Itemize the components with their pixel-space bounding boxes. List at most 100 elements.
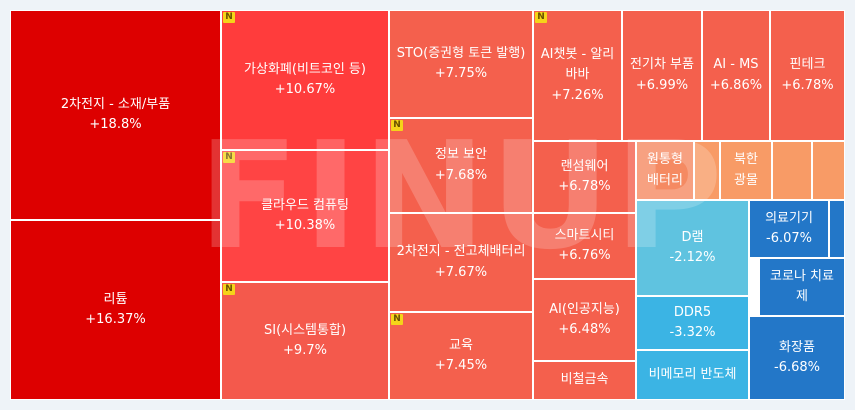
tile-name: 원통형 배터리: [647, 152, 683, 188]
treemap-tile[interactable]: 가상화폐(비트코인 등) +10.67% N: [221, 10, 389, 150]
treemap-tile[interactable]: 비철금속: [533, 361, 636, 400]
treemap-tile[interactable]: 핀테크 +6.78%: [770, 10, 845, 141]
treemap-tile[interactable]: 스마트시티 +6.76%: [533, 213, 636, 279]
tile-label: 2차전지 - 소재/부품 +18.8%: [57, 95, 174, 135]
treemap-tile[interactable]: [749, 258, 759, 316]
new-badge-icon: N: [223, 284, 235, 295]
treemap-tile[interactable]: 랜섬웨어 +6.78%: [533, 141, 636, 213]
tile-change: +6.76%: [558, 248, 611, 263]
treemap-tile[interactable]: D램 -2.12%: [636, 200, 749, 296]
new-badge-icon: N: [223, 12, 235, 23]
tile-label: 클라우드 컴퓨팅 +10.38%: [257, 196, 353, 236]
tile-label: AI - MS +6.86%: [706, 55, 766, 95]
tile-label: 2차전지 - 전고체배터리 +7.67%: [393, 242, 530, 282]
new-badge-icon: N: [535, 12, 547, 23]
tile-label: D램 -2.12%: [666, 228, 720, 268]
tile-name: AI - MS: [713, 57, 759, 73]
treemap-tile[interactable]: 북한 광물: [720, 141, 772, 200]
tile-change: +7.67%: [434, 264, 488, 280]
tile-label: 랜섬웨어 +6.78%: [554, 157, 614, 197]
tile-change: +16.37%: [85, 312, 146, 327]
tile-name: 2차전지 - 전고체배터리: [396, 244, 526, 260]
tile-name: 가상화폐(비트코인 등): [244, 61, 366, 77]
tile-change: -6.07%: [766, 231, 812, 246]
treemap-tile[interactable]: DDR5 -3.32%: [636, 296, 749, 350]
tile-name: 의료기기: [765, 210, 813, 226]
tile-change: +9.7%: [283, 343, 327, 358]
treemap-tile[interactable]: 교육 +7.45% N: [389, 312, 533, 400]
treemap-tile[interactable]: 코로나 치료 제: [759, 258, 845, 316]
tile-name: 교육: [449, 337, 473, 353]
treemap-tile[interactable]: AI(인공지능) +6.48%: [533, 279, 636, 361]
treemap-tile[interactable]: SI(시스템통합) +9.7% N: [221, 282, 389, 400]
tile-change: +6.86%: [709, 77, 763, 93]
tile-label: 정보 보안 +7.68%: [431, 145, 491, 185]
tile-label: AI(인공지능) +6.48%: [545, 300, 624, 340]
tile-label: 가상화폐(비트코인 등) +10.67%: [240, 60, 370, 100]
tile-label: SI(시스템통합) +9.7%: [260, 321, 350, 361]
treemap-tile[interactable]: 비메모리 반도체: [636, 350, 749, 400]
tile-change: +10.38%: [274, 218, 336, 233]
tile-change: +7.75%: [434, 66, 488, 81]
tile-label: 화장품 -6.68%: [770, 338, 824, 378]
tile-label: 비메모리 반도체: [645, 365, 741, 385]
treemap-tile[interactable]: 전기차 부품 +6.99%: [622, 10, 702, 141]
tile-label: 북한 광물: [730, 150, 762, 190]
tile-name: 정보 보안: [435, 147, 487, 163]
tile-name: D램: [681, 229, 704, 245]
treemap-tile[interactable]: [694, 141, 720, 200]
tile-change: +6.78%: [558, 179, 611, 194]
tile-name: 코로나 치료 제: [770, 268, 834, 304]
tile-label: STO(증권형 토큰 발행) +7.75%: [393, 44, 530, 84]
treemap-tile[interactable]: STO(증권형 토큰 발행) +7.75%: [389, 10, 533, 118]
tile-change: +7.68%: [434, 167, 488, 183]
treemap-tile[interactable]: [812, 141, 845, 200]
tile-label: 코로나 치료 제: [766, 267, 838, 307]
tile-name: 2차전지 - 소재/부품: [60, 96, 171, 112]
tile-change: +18.8%: [89, 117, 142, 132]
tile-change: -6.68%: [774, 360, 820, 375]
new-badge-icon: N: [391, 120, 403, 131]
tile-change: -2.12%: [669, 250, 716, 265]
tile-name: STO(증권형 토큰 발행): [396, 45, 526, 61]
tile-name: DDR5: [673, 304, 712, 320]
tile-name: 비메모리 반도체: [648, 366, 737, 382]
tile-name: 화장품: [779, 339, 815, 355]
tile-change: +6.48%: [558, 322, 611, 337]
tile-change: +10.67%: [274, 82, 336, 97]
tile-label: 의료기기 -6.07%: [761, 209, 817, 249]
treemap-tile[interactable]: 2차전지 - 소재/부품 +18.8%: [10, 10, 221, 220]
tile-change: +6.78%: [781, 77, 834, 93]
treemap-tile[interactable]: AI챗봇 - 알리 바바 +7.26% N: [533, 10, 622, 141]
treemap-tile[interactable]: AI - MS +6.86%: [702, 10, 770, 141]
treemap-tile[interactable]: 의료기기 -6.07%: [749, 200, 829, 258]
treemap-tile[interactable]: 2차전지 - 전고체배터리 +7.67%: [389, 213, 533, 312]
treemap-tile[interactable]: 클라우드 컴퓨팅 +10.38% N: [221, 150, 389, 282]
tile-label: 리튬 +16.37%: [81, 290, 149, 330]
tile-label: DDR5 -3.32%: [666, 303, 720, 343]
tile-name: 리튬: [103, 291, 128, 307]
treemap-tile[interactable]: 화장품 -6.68%: [749, 316, 845, 400]
tile-name: 핀테크: [789, 57, 826, 73]
tile-change: +6.99%: [635, 77, 689, 93]
tile-change: -3.32%: [669, 325, 716, 340]
tile-label: 전기차 부품 +6.99%: [626, 55, 698, 95]
treemap-tile[interactable]: [829, 200, 845, 258]
treemap-tile[interactable]: 리튬 +16.37%: [10, 220, 221, 400]
tile-name: AI챗봇 - 알리 바바: [540, 47, 615, 83]
treemap-tile[interactable]: 정보 보안 +7.68% N: [389, 118, 533, 213]
treemap-tile[interactable]: 원통형 배터리: [636, 141, 694, 200]
tile-label: 원통형 배터리: [643, 150, 687, 190]
treemap-tile[interactable]: [772, 141, 812, 200]
tile-label: 핀테크 +6.78%: [777, 55, 837, 95]
tile-change: +7.26%: [551, 87, 604, 103]
tile-name: 전기차 부품: [630, 57, 694, 73]
tile-name: 랜섬웨어: [560, 158, 609, 174]
tile-name: 비철금속: [560, 372, 609, 388]
tile-name: SI(시스템통합): [263, 322, 347, 338]
new-badge-icon: N: [223, 152, 235, 163]
new-badge-icon: N: [391, 314, 403, 325]
tile-name: AI(인공지능): [549, 301, 620, 317]
tile-change: +7.45%: [434, 358, 488, 373]
